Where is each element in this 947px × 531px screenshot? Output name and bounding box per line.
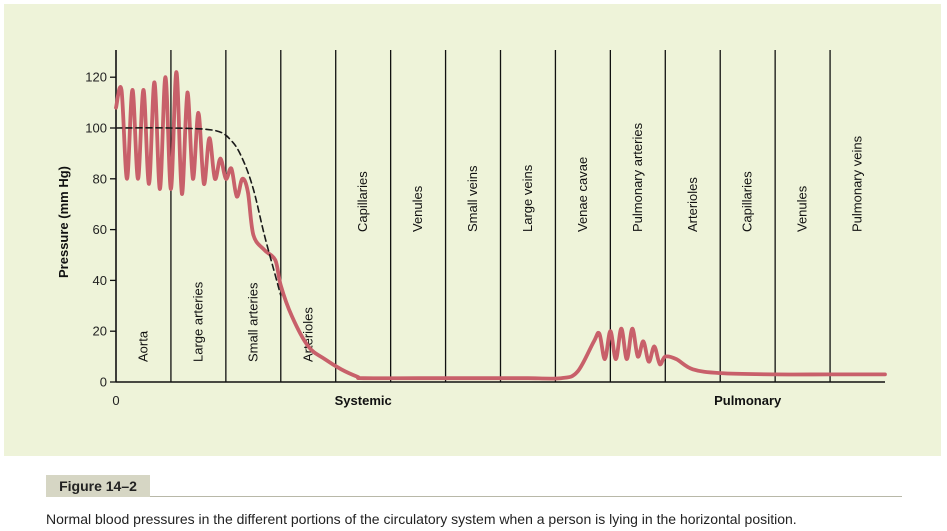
figure-rule bbox=[150, 496, 902, 497]
mean-pressure-line bbox=[115, 127, 282, 297]
figure-caption: Normal blood pressures in the different … bbox=[46, 511, 797, 527]
region-label: Venules bbox=[410, 185, 425, 232]
pressure-curve bbox=[114, 70, 887, 381]
y-axis-label: Pressure (mm Hg) bbox=[56, 166, 71, 278]
y-tick-label: 120 bbox=[85, 70, 107, 85]
group-label: Pulmonary bbox=[714, 393, 782, 408]
region-label: Arterioles bbox=[685, 177, 700, 232]
region-label: Small veins bbox=[465, 165, 480, 232]
y-tick-label: 60 bbox=[93, 222, 107, 237]
region-label: Capillaries bbox=[355, 171, 370, 232]
x-origin-label: 0 bbox=[112, 393, 119, 408]
y-tick-label: 0 bbox=[100, 375, 107, 390]
region-dividers bbox=[170, 50, 831, 382]
y-tick-label: 20 bbox=[93, 324, 107, 339]
chart-panel bbox=[4, 4, 941, 456]
y-ticks: 0 20 40 60 80 100 120 bbox=[85, 70, 116, 390]
region-label: Venules bbox=[795, 185, 810, 232]
series-lines bbox=[114, 70, 887, 381]
region-label: Large veins bbox=[520, 164, 535, 232]
region-labels: Aorta Large arteries Small arteries Arterio… bbox=[135, 122, 864, 362]
group-labels: Systemic Pulmonary bbox=[335, 393, 782, 408]
region-label: Small arteries bbox=[245, 282, 260, 362]
group-label: Systemic bbox=[335, 393, 392, 408]
region-label: Pulmonary arteries bbox=[630, 122, 645, 232]
figure-label: Figure 14–2 bbox=[46, 475, 150, 497]
region-label: Capillaries bbox=[740, 171, 755, 232]
region-label: Venae cavae bbox=[575, 157, 590, 232]
region-label: Aorta bbox=[135, 330, 150, 362]
blood-pressure-chart: 0 20 40 60 80 100 120 Aorta Large arteries Small… bbox=[56, 50, 887, 408]
region-label: Large arteries bbox=[190, 281, 205, 362]
y-tick-label: 40 bbox=[93, 273, 107, 288]
region-label: Pulmonary veins bbox=[850, 135, 865, 232]
y-tick-label: 100 bbox=[85, 121, 107, 136]
y-tick-label: 80 bbox=[93, 171, 107, 186]
